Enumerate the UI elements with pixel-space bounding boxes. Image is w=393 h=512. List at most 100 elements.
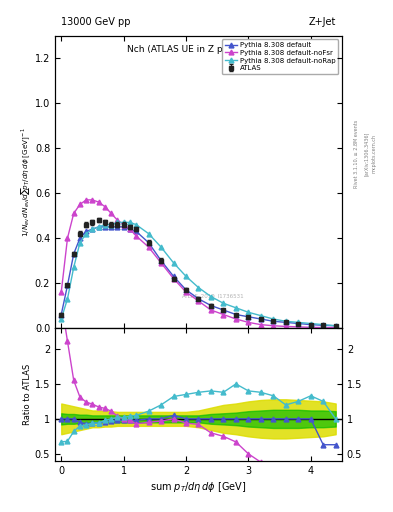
Line: Pythia 8.308 default-noRap: Pythia 8.308 default-noRap [59,220,338,328]
Pythia 8.308 default [333,323,338,329]
Pythia 8.308 default-noFsr [171,275,176,282]
Pythia 8.308 default-noRap [309,321,313,327]
Pythia 8.308 default-noRap [171,260,176,266]
Line: Pythia 8.308 default: Pythia 8.308 default [59,224,338,328]
Pythia 8.308 default-noRap [115,219,120,225]
Pythia 8.308 default-noRap [283,318,288,324]
Pythia 8.308 default [59,311,64,317]
Text: 13000 GeV pp: 13000 GeV pp [61,17,130,27]
Pythia 8.308 default [115,224,120,230]
Pythia 8.308 default-noFsr [115,217,120,223]
Pythia 8.308 default [90,226,95,232]
Pythia 8.308 default [209,303,213,309]
Pythia 8.308 default-noRap [221,300,226,306]
Pythia 8.308 default-noRap [246,309,251,315]
Text: Nch (ATLAS UE in Z production): Nch (ATLAS UE in Z production) [127,45,270,54]
Pythia 8.308 default [246,314,251,320]
Pythia 8.308 default-noRap [103,222,107,228]
Y-axis label: $1/N_{ev}\,dN_{ev}/d\!\sum\!p_T/d\eta\,d\phi\;[\mathrm{GeV}]^{-1}$: $1/N_{ev}\,dN_{ev}/d\!\sum\!p_T/d\eta\,d… [19,127,32,237]
Pythia 8.308 default-noFsr [77,201,82,207]
Pythia 8.308 default-noFsr [283,324,288,330]
Pythia 8.308 default-noFsr [246,319,251,326]
Pythia 8.308 default [221,307,226,313]
Pythia 8.308 default [233,311,238,317]
Pythia 8.308 default-noFsr [84,197,88,203]
Line: Pythia 8.308 default-noFsr: Pythia 8.308 default-noFsr [59,198,338,330]
Pythia 8.308 default-noFsr [103,204,107,210]
Pythia 8.308 default-noFsr [159,260,163,266]
Pythia 8.308 default [309,322,313,328]
Pythia 8.308 default-noFsr [333,325,338,331]
Pythia 8.308 default-noFsr [146,244,151,250]
Pythia 8.308 default [103,224,107,230]
Pythia 8.308 default [65,282,70,288]
Pythia 8.308 default-noRap [65,296,70,302]
X-axis label: sum $p_T/d\eta\,d\phi$ [GeV]: sum $p_T/d\eta\,d\phi$ [GeV] [150,480,247,494]
Pythia 8.308 default [84,228,88,234]
Pythia 8.308 default-noFsr [72,210,76,217]
Pythia 8.308 default-noRap [184,273,188,280]
Legend: Pythia 8.308 default, Pythia 8.308 default-noFsr, Pythia 8.308 default-noRap, AT: Pythia 8.308 default, Pythia 8.308 defau… [222,39,338,74]
Pythia 8.308 default-noRap [121,219,126,225]
Pythia 8.308 default-noFsr [296,324,301,330]
Pythia 8.308 default-noFsr [309,324,313,330]
Pythia 8.308 default-noRap [109,222,114,228]
Pythia 8.308 default [159,258,163,264]
Pythia 8.308 default-noRap [146,230,151,237]
Text: ATLAS_2019_I1736531: ATLAS_2019_I1736531 [182,293,244,299]
Pythia 8.308 default [184,287,188,293]
Pythia 8.308 default-noRap [127,219,132,225]
Pythia 8.308 default-noRap [134,222,138,228]
Pythia 8.308 default-noRap [209,293,213,300]
Pythia 8.308 default-noRap [59,316,64,322]
Pythia 8.308 default-noFsr [127,226,132,232]
Pythia 8.308 default-noFsr [59,289,64,295]
Pythia 8.308 default-noFsr [271,323,275,329]
Pythia 8.308 default-noRap [296,319,301,326]
Pythia 8.308 default-noRap [333,323,338,329]
Pythia 8.308 default [171,273,176,280]
Pythia 8.308 default-noFsr [121,222,126,228]
Pythia 8.308 default-noFsr [233,316,238,322]
Pythia 8.308 default [283,319,288,326]
Pythia 8.308 default [127,226,132,232]
Pythia 8.308 default-noFsr [109,210,114,217]
Pythia 8.308 default [271,318,275,324]
Pythia 8.308 default-noFsr [221,311,226,317]
Pythia 8.308 default [146,240,151,246]
Pythia 8.308 default [196,296,201,302]
Pythia 8.308 default-noFsr [134,233,138,239]
Pythia 8.308 default [77,235,82,241]
Text: mcplots.cern.ch: mcplots.cern.ch [371,134,376,173]
Pythia 8.308 default-noRap [321,322,325,328]
Pythia 8.308 default-noFsr [196,298,201,304]
Pythia 8.308 default-noRap [77,240,82,246]
Pythia 8.308 default [96,224,101,230]
Text: Z+Jet: Z+Jet [309,17,336,27]
Pythia 8.308 default [134,228,138,234]
Pythia 8.308 default-noRap [196,285,201,291]
Text: [arXiv:1306.3436]: [arXiv:1306.3436] [364,132,369,176]
Text: Rivet 3.1.10, ≥ 2.8M events: Rivet 3.1.10, ≥ 2.8M events [354,119,359,188]
Pythia 8.308 default [321,322,325,328]
Pythia 8.308 default [109,224,114,230]
Pythia 8.308 default-noFsr [65,235,70,241]
Pythia 8.308 default-noRap [159,244,163,250]
Pythia 8.308 default-noRap [84,230,88,237]
Pythia 8.308 default-noRap [271,316,275,322]
Pythia 8.308 default-noFsr [96,199,101,205]
Pythia 8.308 default-noFsr [184,289,188,295]
Pythia 8.308 default [259,316,263,322]
Pythia 8.308 default-noRap [90,226,95,232]
Pythia 8.308 default-noFsr [321,325,325,331]
Pythia 8.308 default-noFsr [209,307,213,313]
Pythia 8.308 default-noRap [259,312,263,318]
Pythia 8.308 default-noRap [96,224,101,230]
Pythia 8.308 default [296,321,301,327]
Pythia 8.308 default [72,251,76,257]
Pythia 8.308 default-noRap [72,264,76,270]
Pythia 8.308 default [121,224,126,230]
Pythia 8.308 default-noRap [233,305,238,311]
Pythia 8.308 default-noFsr [90,197,95,203]
Y-axis label: Ratio to ATLAS: Ratio to ATLAS [23,364,32,425]
